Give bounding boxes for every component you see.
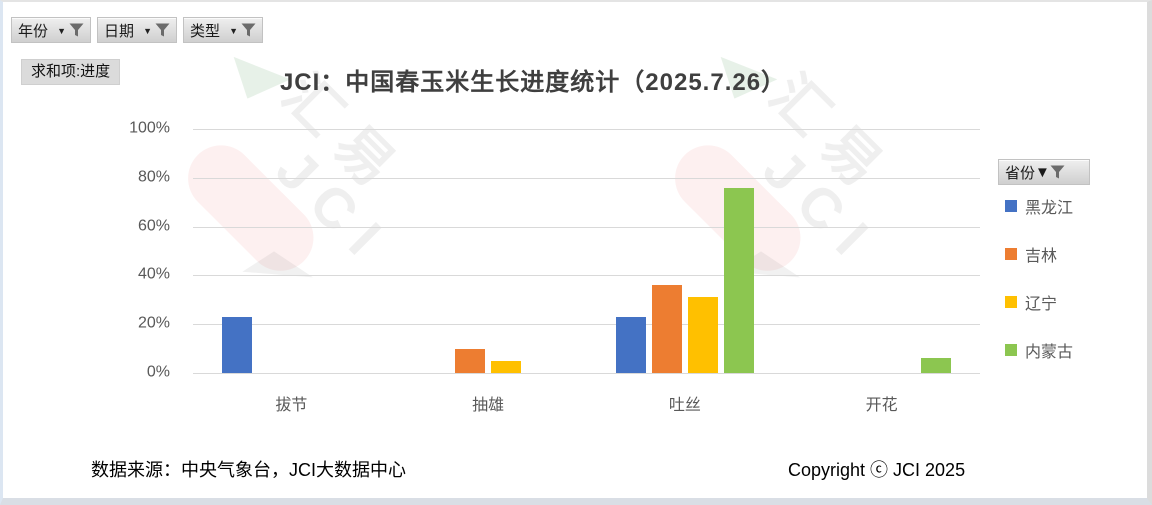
gridline xyxy=(193,177,980,179)
x-axis: 拔节 抽雄 吐丝 开花 xyxy=(193,391,980,415)
x-category-label-吐丝: 吐丝 xyxy=(668,397,701,414)
legend-item-label: 黑龙江 xyxy=(1025,200,1074,217)
copyright-text: Copyright ⓒ JCI 2025 xyxy=(788,460,966,480)
y-tick-label: 60% xyxy=(137,217,170,235)
legend-item-label: 辽宁 xyxy=(1025,296,1058,313)
gridline xyxy=(193,275,980,277)
legend-item-label: 吉林 xyxy=(1025,248,1058,265)
filter-button-date[interactable]: 日期 ▼ xyxy=(97,17,177,43)
legend-color-swatch xyxy=(1005,296,1017,308)
bar-group-抽雄 xyxy=(390,129,587,373)
y-tick-label: 0% xyxy=(146,363,170,381)
bar-group-吐丝 xyxy=(587,129,784,373)
legend-item-内蒙古: 内蒙古 xyxy=(1005,338,1073,362)
gridline xyxy=(193,373,980,374)
bar-内蒙古-吐丝 xyxy=(723,187,754,373)
filter-label: 日期 xyxy=(104,22,135,40)
y-tick-label: 80% xyxy=(137,168,170,186)
legend-color-swatch xyxy=(1005,248,1017,260)
legend-item-辽宁: 辽宁 xyxy=(1005,290,1073,314)
value-field-button[interactable]: 求和项:进度 xyxy=(21,59,121,85)
bar-辽宁-吐丝 xyxy=(687,297,718,373)
bar-group-拔节 xyxy=(193,129,390,373)
filter-label: 类型 xyxy=(190,22,221,40)
legend-item-吉林: 吉林 xyxy=(1005,242,1073,266)
bar-吉林-抽雄 xyxy=(455,348,486,373)
x-category-label-抽雄: 抽雄 xyxy=(472,397,505,414)
funnel-icon xyxy=(155,23,170,37)
y-axis: 100% 80% 60% 40% 20% 0% xyxy=(98,120,178,381)
legend-item-label: 内蒙古 xyxy=(1025,344,1074,361)
bar-辽宁-抽雄 xyxy=(491,360,522,373)
filter-button-year[interactable]: 年份 ▼ xyxy=(11,17,91,43)
chart-title: JCI：中国春玉米生长进度统计（2025.7.26） xyxy=(279,69,787,96)
filter-button-type[interactable]: 类型 ▼ xyxy=(183,17,263,43)
x-category-label-拔节: 拔节 xyxy=(275,397,308,414)
chevron-down-icon: ▼ xyxy=(229,26,238,36)
gridline xyxy=(193,129,980,130)
legend-item-黑龙江: 黑龙江 xyxy=(1005,194,1073,218)
y-tick-label: 40% xyxy=(137,266,170,284)
y-tick-label: 20% xyxy=(137,314,170,332)
y-tick-label: 100% xyxy=(129,119,170,137)
bar-黑龙江-拔节 xyxy=(222,316,253,373)
chevron-down-icon: ▼ xyxy=(57,26,66,36)
legend-color-swatch xyxy=(1005,200,1017,212)
legend-field-label: 省份 xyxy=(1005,164,1036,182)
filter-button-row: 年份 ▼ 日期 ▼ 类型 ▼ xyxy=(11,17,263,43)
chevron-down-icon: ▼ xyxy=(1035,163,1050,181)
funnel-icon xyxy=(241,23,256,37)
bar-黑龙江-吐丝 xyxy=(615,316,646,373)
plot-area xyxy=(193,129,980,374)
gridline xyxy=(193,324,980,326)
legend-color-swatch xyxy=(1005,344,1017,356)
filter-label: 年份 xyxy=(18,22,49,40)
gridline xyxy=(193,226,980,228)
legend-field-button-province[interactable]: 省份 ▼ xyxy=(998,159,1090,185)
bar-内蒙古-开花 xyxy=(920,358,951,373)
bar-series-area xyxy=(193,129,980,373)
data-source-text: 数据来源：中央气象台，JCI大数据中心 xyxy=(91,460,406,480)
funnel-icon xyxy=(1050,165,1065,179)
chevron-down-icon: ▼ xyxy=(143,26,152,36)
x-category-label-开花: 开花 xyxy=(865,397,898,414)
bar-吉林-吐丝 xyxy=(651,285,682,373)
chart-legend: 黑龙江吉林辽宁内蒙古 xyxy=(1005,194,1073,386)
funnel-icon xyxy=(69,23,84,37)
bar-group-开花 xyxy=(783,129,980,373)
